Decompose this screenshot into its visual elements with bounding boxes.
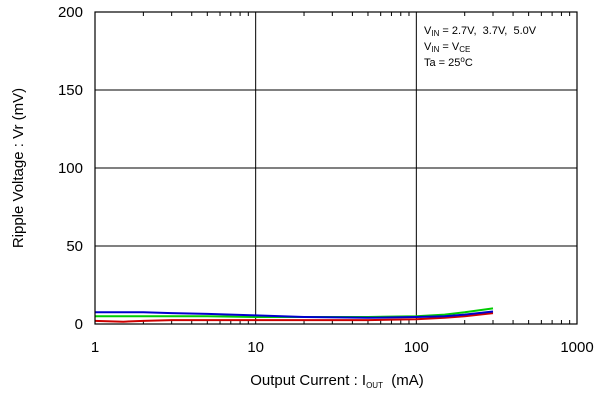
plot-frame [94,11,578,325]
x-axis-label-sub: OUT [366,381,383,390]
ann1-main: V [424,25,432,37]
ann1-rest: = 2.7V, 3.7V, 5.0V [439,25,536,37]
ann2-rest: = V [439,41,460,53]
conditions-annotation: VIN = 2.7V, 3.7V, 5.0V VIN = VCE Ta = 25… [424,25,537,69]
ann2-sub2: CE [459,45,470,54]
x-axis-label-suffix: (mA) [383,372,424,389]
ann3-sup: o [460,55,465,64]
series-lines [94,307,494,323]
annotation-line-2: VIN = VCE [424,41,470,54]
annotation-line-1: VIN = 2.7V, 3.7V, 5.0V [424,25,537,38]
x-tick-label: 1 [91,339,99,356]
annotation-line-3: Ta = 25oC [424,55,473,69]
grid-lines [94,11,578,325]
ann1-sub: IN [431,29,439,38]
x-tick-label: 100 [404,339,429,356]
ann2-main: V [424,41,432,53]
ann3-rest: C [465,57,473,69]
y-axis-label: Ripple Voltage : Vr (mV) [10,88,27,248]
x-axis-label: Output Current : IOUT (mA) [250,372,424,390]
y-tick-label: 50 [66,238,83,255]
ann2-sub: IN [431,45,439,54]
x-tick-labels: 1 10 100 1000 [91,339,594,356]
ann3-main: Ta = 25 [424,57,460,69]
y-tick-labels: 0 50 100 150 200 [58,4,83,333]
series-line [95,310,494,319]
y-tick-label: 0 [75,316,83,333]
y-tick-label: 100 [58,160,83,177]
x-axis-label-prefix: Output Current : I [250,372,366,389]
series-line [94,312,494,323]
x-tick-label: 10 [247,339,264,356]
x-tick-label: 1000 [560,339,593,356]
y-tick-label: 150 [58,82,83,99]
y-tick-label: 200 [58,4,83,21]
